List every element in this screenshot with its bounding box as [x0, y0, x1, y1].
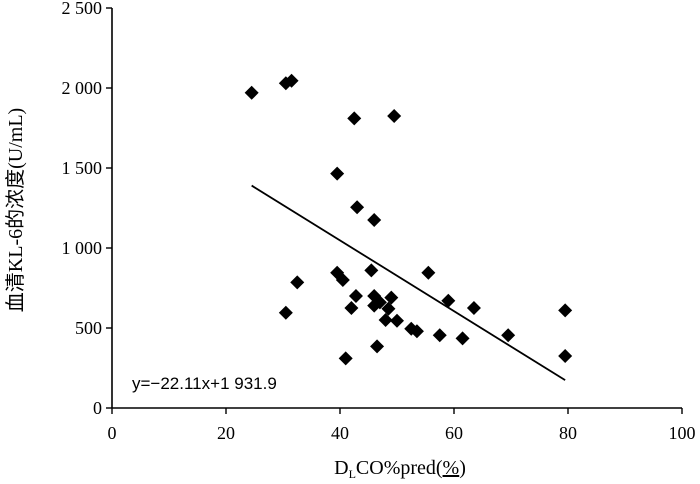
data-point	[384, 290, 399, 305]
data-point	[501, 328, 516, 343]
axes	[111, 8, 682, 409]
y-tick-label: 2 000	[62, 78, 103, 98]
regression-line	[251, 184, 566, 381]
x-tick-label: 40	[331, 423, 349, 443]
x-axis-title-close: )	[459, 457, 466, 479]
x-axis-title-main: D	[334, 457, 348, 479]
data-point	[390, 313, 404, 328]
y-axis-title: 血清KL-6的浓度(U/mL)	[4, 108, 27, 312]
data-point	[421, 265, 436, 280]
x-tick-label: 100	[669, 423, 696, 443]
x-tick-label: 60	[445, 423, 463, 443]
data-point	[244, 85, 259, 100]
x-tick-label: 80	[559, 423, 577, 443]
regression-equation: y=−22.11x+1 931.9	[132, 374, 277, 393]
data-point	[367, 213, 382, 227]
x-tick-label: 0	[108, 423, 117, 443]
data-point	[558, 303, 573, 318]
data-point	[347, 111, 362, 126]
data-point	[441, 293, 456, 308]
y-tick-label: 2 500	[62, 0, 103, 18]
data-point	[387, 109, 402, 123]
data-point	[350, 200, 365, 215]
y-tick-label: 1 000	[62, 238, 103, 258]
data-point	[338, 351, 353, 366]
x-axis-title-subscript: L	[349, 467, 356, 481]
x-axis-ticks: 0 20 40 60 80 100	[108, 408, 696, 443]
data-point	[348, 289, 363, 303]
x-axis-title-rest: CO%pred(	[356, 457, 443, 479]
y-tick-label: 1 500	[62, 158, 103, 178]
data-point	[330, 166, 345, 181]
data-point	[381, 301, 396, 316]
data-point	[364, 263, 379, 278]
y-tick-label: 500	[75, 318, 102, 338]
data-point	[372, 295, 387, 310]
y-tick-label: 0	[93, 398, 102, 418]
data-point	[378, 313, 393, 327]
data-points	[244, 73, 573, 366]
data-point	[284, 73, 299, 88]
data-point	[466, 301, 481, 315]
x-axis-title: DLCO%pred(%)	[334, 457, 466, 481]
data-point	[278, 305, 293, 320]
trend-line-group	[251, 184, 566, 381]
x-axis-title-unit: %	[443, 457, 460, 479]
data-point	[455, 331, 470, 346]
data-point	[432, 328, 447, 343]
data-point	[335, 273, 350, 287]
data-point	[290, 275, 305, 290]
data-point	[370, 339, 385, 354]
y-axis-ticks: 0 500 1 000 1 500 2 000 2 500	[62, 0, 112, 418]
data-point	[409, 324, 424, 339]
data-point	[344, 301, 359, 315]
data-point	[558, 349, 573, 363]
x-tick-label: 20	[217, 423, 235, 443]
